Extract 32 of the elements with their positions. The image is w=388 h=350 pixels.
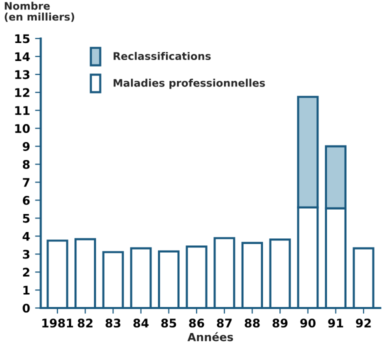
y-tick-label: 2 — [23, 268, 30, 277]
y-tick-label: 8 — [22, 160, 30, 169]
y-tick-label: 13 — [15, 70, 30, 80]
y-tick-label: 9 — [22, 142, 30, 151]
y-tick-label: 15 — [15, 34, 30, 44]
y-tick-label: 4 — [22, 232, 30, 241]
x-tick-label: 88 — [244, 318, 260, 328]
legend-label: Reclassifications — [114, 52, 211, 60]
y-tick-label: 10 — [15, 124, 30, 133]
x-tick-label: 84 — [133, 318, 149, 328]
x-tick-label: 1981 — [42, 318, 74, 328]
y-tick-label: 3 — [22, 250, 30, 259]
x-tick-label: 83 — [106, 318, 120, 328]
y-tick-label: 1 — [23, 286, 30, 295]
x-axis-title: Années — [187, 332, 234, 342]
y-tick-label: 14 — [15, 52, 30, 61]
y-tick-label: 6 — [22, 196, 30, 205]
y-tick-label: 0 — [22, 304, 30, 313]
y-tick-label: 7 — [22, 178, 30, 187]
y-tick-label: 11 — [15, 106, 30, 115]
x-tick-label: 90 — [300, 318, 316, 328]
y-axis-title: Nombre (en milliers) — [4, 2, 74, 22]
x-tick-label: 82 — [78, 318, 92, 328]
y-tick-label: 12 — [15, 88, 30, 97]
x-tick-label: 85 — [161, 318, 176, 328]
y-tick-label: 5 — [23, 214, 30, 223]
x-tick-label: 89 — [272, 318, 288, 328]
x-tick-label: 86 — [189, 318, 204, 328]
legend-label: Maladies professionnelles — [114, 78, 265, 89]
x-tick-label: 92 — [356, 318, 371, 328]
x-tick-label: 91 — [328, 318, 344, 328]
x-tick-label: 87 — [216, 318, 232, 328]
